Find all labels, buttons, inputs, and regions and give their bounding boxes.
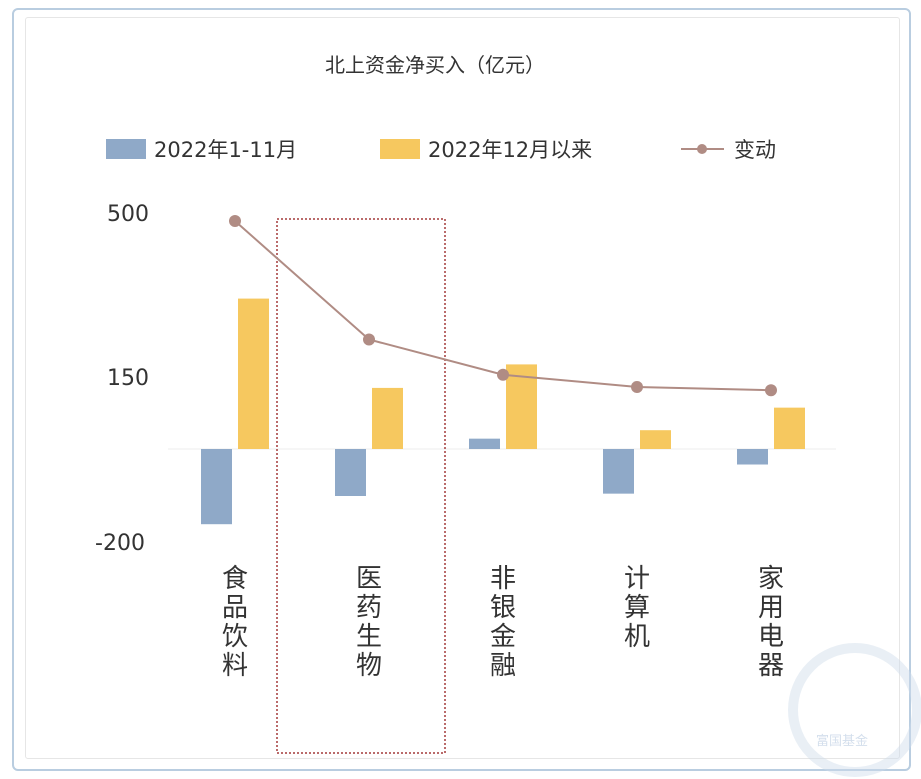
bar-series2-3 [640,430,671,449]
bar-series2-2 [506,364,537,449]
category-labels: 食品饮料 医药生物 非银金融 计算机 家用电器 [222,564,784,681]
legend-marker-series-3 [697,144,707,154]
chart-frame [12,8,911,771]
bars-group [201,298,805,525]
bar-series1-3 [603,449,634,494]
line-group [229,215,777,397]
bar-series1-1 [335,449,366,496]
change-point-3 [631,380,643,393]
change-point-4 [765,384,777,397]
change-point-1 [363,333,375,346]
change-line [234,220,772,392]
legend-label-series-2: 2022年12月以来 [428,138,592,162]
legend-label-series-3: 变动 [734,138,776,162]
bar-series2-4 [774,407,805,449]
y-tick-label-neg200: -200 [95,531,145,556]
legend: 2022年1-11月 2022年12月以来 变动 [106,138,776,162]
legend-swatch-series-2 [380,139,420,159]
bar-series2-1 [372,387,403,449]
category-label-2: 非银金融 [490,564,516,681]
bar-series1-0 [201,449,232,525]
chart-title: 北上资金净买入（亿元） [325,53,545,77]
category-label-1: 医药生物 [356,564,382,681]
legend-label-series-1: 2022年1-11月 [154,138,297,162]
watermark-logo: 富国基金 [788,643,921,777]
change-point-0 [229,215,241,228]
highlight-box-medical [276,218,446,754]
change-point-2 [497,368,509,381]
category-label-3: 计算机 [624,564,650,652]
y-tick-label-500: 500 [107,202,149,227]
category-label-4: 家用电器 [758,564,784,681]
bar-series1-4 [737,449,768,465]
category-label-0: 食品饮料 [222,564,248,681]
watermark-text: 富国基金 [816,733,868,749]
bar-series2-0 [238,298,269,449]
bar-series1-2 [469,438,500,449]
y-tick-label-150: 150 [107,366,149,391]
legend-swatch-series-1 [106,139,146,159]
chart-inner-border [25,17,900,759]
